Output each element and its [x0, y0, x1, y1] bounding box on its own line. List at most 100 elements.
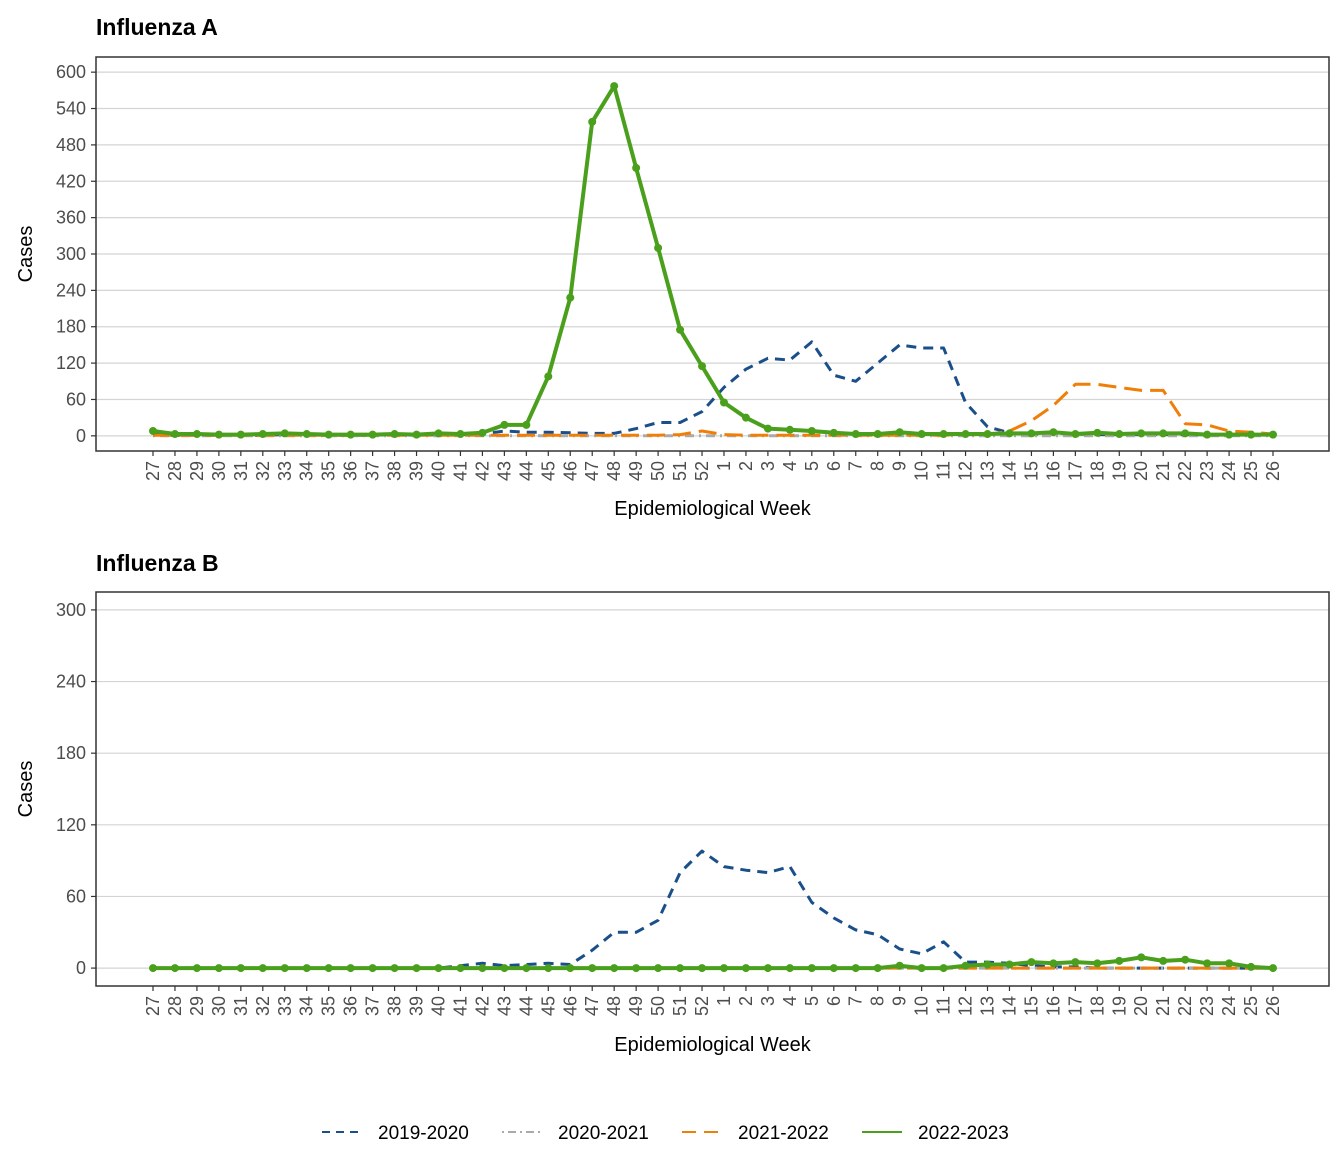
x-tick-label: 20 [1131, 461, 1151, 481]
data-point [149, 964, 157, 973]
x-tick-label: 21 [1153, 996, 1173, 1016]
legend-label: 2020-2021 [558, 1123, 649, 1144]
x-tick-label: 10 [912, 461, 932, 481]
x-tick-label: 51 [670, 996, 690, 1016]
x-tick-label: 16 [1043, 996, 1063, 1016]
x-tick-label: 47 [582, 996, 602, 1016]
x-tick-label: 20 [1131, 996, 1151, 1016]
data-point [434, 429, 443, 438]
legend: 2019-2020 2020-2021 2021-2022 2022-2023 [322, 1123, 1009, 1144]
data-point [149, 426, 157, 435]
legend-label: 2021-2022 [738, 1123, 829, 1144]
data-point [1203, 430, 1212, 439]
data-point [1027, 958, 1036, 967]
data-point [544, 372, 553, 381]
x-tick-label: 17 [1065, 461, 1085, 481]
y-tick-label: 120 [56, 353, 86, 373]
data-point [236, 964, 245, 973]
x-tick-label: 9 [890, 461, 910, 471]
data-point [1203, 959, 1212, 968]
data-point [302, 430, 311, 439]
data-point [1093, 428, 1102, 437]
x-tick-label: 15 [1021, 996, 1041, 1016]
data-point [192, 430, 201, 439]
data-point [676, 325, 685, 334]
data-point [873, 964, 882, 973]
data-point [1247, 430, 1256, 439]
x-tick-label: 47 [582, 461, 602, 481]
data-point [917, 430, 926, 439]
data-point [258, 964, 267, 973]
data-point [346, 964, 355, 973]
x-tick-label: 41 [451, 996, 471, 1016]
panel-border [95, 591, 1330, 987]
data-point [192, 964, 201, 973]
x-tick-label: 31 [231, 996, 251, 1016]
x-tick-label: 6 [824, 461, 844, 471]
series-line-2022-2023 [152, 84, 1273, 437]
x-tick-label: 50 [648, 996, 668, 1016]
x-tick-label: 3 [758, 461, 778, 471]
data-point [302, 964, 311, 973]
x-tick-label: 37 [363, 461, 383, 481]
data-point [785, 964, 794, 973]
legend-label: 2019-2020 [378, 1123, 469, 1144]
data-point [1181, 429, 1190, 438]
x-tick-label: 32 [253, 996, 273, 1016]
data-point [1269, 964, 1277, 973]
data-point [588, 964, 597, 973]
x-tick-label: 45 [538, 461, 558, 481]
x-tick-label: 22 [1175, 996, 1195, 1016]
data-point [983, 960, 992, 969]
x-tick-label: 44 [516, 996, 536, 1016]
data-point [522, 964, 531, 973]
panel-influenza-a: Influenza A06012018024030036042048054060… [15, 14, 1330, 520]
data-point [170, 430, 179, 439]
x-tick-label: 18 [1087, 996, 1107, 1016]
x-tick-label: 41 [451, 461, 471, 481]
x-tick-label: 14 [1000, 461, 1020, 481]
y-tick-label: 540 [56, 99, 86, 119]
data-point [807, 426, 816, 435]
data-point [500, 964, 509, 973]
x-tick-label: 11 [934, 461, 954, 480]
data-point [258, 430, 267, 439]
legend-label: 2022-2023 [918, 1123, 1009, 1144]
data-point [456, 430, 465, 439]
x-tick-label: 4 [780, 461, 800, 471]
data-point [588, 117, 597, 126]
series-line-2022-2023 [153, 955, 1274, 971]
data-point [1049, 428, 1058, 437]
data-point [280, 964, 289, 973]
x-tick-label: 27 [143, 996, 163, 1016]
data-point [895, 428, 904, 437]
x-tick-label: 19 [1109, 461, 1129, 481]
x-tick-label: 43 [494, 996, 514, 1016]
x-tick-label: 38 [385, 996, 405, 1016]
x-tick-label: 25 [1241, 996, 1261, 1016]
x-tick-label: 40 [429, 996, 449, 1016]
series-line-2021-2022 [153, 382, 1274, 437]
x-tick-label: 1 [714, 996, 734, 1006]
data-point [478, 964, 487, 973]
x-tick-label: 43 [494, 461, 514, 481]
series-line-2019-2020 [152, 340, 1273, 437]
x-tick-label: 23 [1197, 461, 1217, 481]
y-axis-title: Cases [15, 226, 37, 283]
x-tick-label: 9 [890, 996, 910, 1006]
y-tick-label: 0 [76, 426, 86, 446]
y-tick-label: 180 [56, 743, 86, 763]
x-tick-label: 26 [1263, 996, 1283, 1016]
y-tick-label: 60 [66, 886, 86, 906]
x-tick-label: 19 [1109, 996, 1129, 1016]
y-tick-label: 180 [56, 317, 86, 337]
data-point [829, 964, 838, 973]
data-point [1269, 430, 1277, 439]
data-point [698, 362, 707, 371]
y-tick-label: 240 [56, 280, 86, 300]
data-point [544, 964, 553, 973]
x-tick-label: 25 [1241, 461, 1261, 481]
y-tick-label: 360 [56, 208, 86, 228]
x-tick-label: 13 [978, 461, 998, 481]
